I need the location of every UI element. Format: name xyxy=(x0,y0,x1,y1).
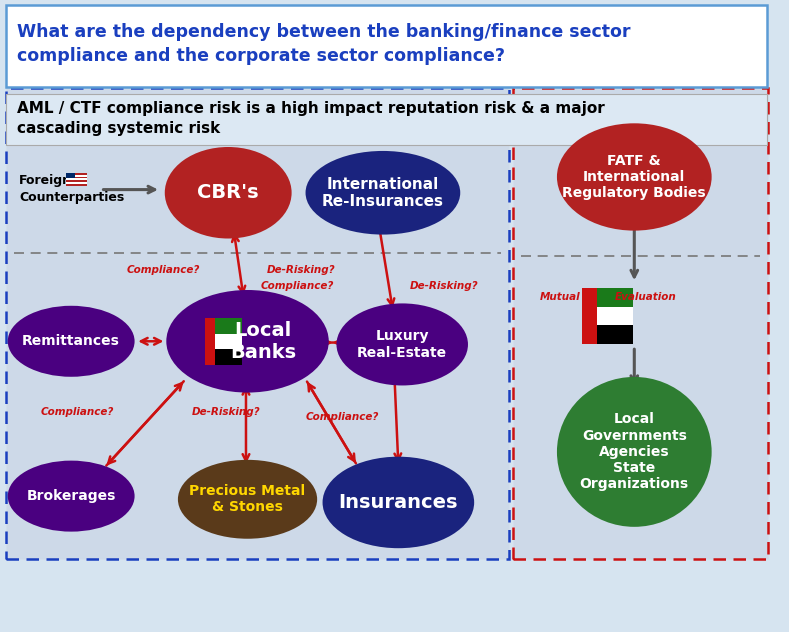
Bar xyxy=(65,174,88,176)
Bar xyxy=(215,349,242,365)
Text: AML / CTF compliance risk is a high impact reputation risk & a major
cascading s: AML / CTF compliance risk is a high impa… xyxy=(17,101,604,137)
Bar xyxy=(65,173,88,186)
Text: Remittances: Remittances xyxy=(22,334,120,348)
Text: Compliance?: Compliance? xyxy=(126,265,200,276)
Ellipse shape xyxy=(305,151,460,234)
Bar xyxy=(215,334,242,349)
Text: Compliance?: Compliance? xyxy=(305,412,379,422)
Bar xyxy=(596,288,633,307)
Text: De-Risking?: De-Risking? xyxy=(267,265,335,276)
Text: FATF &
International
Regulatory Bodies: FATF & International Regulatory Bodies xyxy=(563,154,706,200)
Ellipse shape xyxy=(178,460,317,538)
Text: Local
Governments
Agencies
State
Organizations: Local Governments Agencies State Organiz… xyxy=(580,413,689,491)
Bar xyxy=(65,173,76,178)
FancyBboxPatch shape xyxy=(6,88,509,559)
Text: Brokerages: Brokerages xyxy=(27,489,116,503)
Ellipse shape xyxy=(8,461,135,532)
Text: Counterparties: Counterparties xyxy=(20,191,125,204)
Text: Mutual: Mutual xyxy=(540,292,580,302)
Text: Luxury
Real-Estate: Luxury Real-Estate xyxy=(357,329,447,360)
Text: Compliance?: Compliance? xyxy=(261,281,335,291)
Text: International
Re-Insurances: International Re-Insurances xyxy=(322,176,444,209)
Text: Local
Banks: Local Banks xyxy=(230,321,296,362)
Text: De-Risking?: De-Risking? xyxy=(410,281,479,291)
Text: Foreign: Foreign xyxy=(20,174,73,186)
Text: De-Risking?: De-Risking? xyxy=(192,407,260,417)
Text: Evaluation: Evaluation xyxy=(615,292,677,302)
Ellipse shape xyxy=(557,377,712,527)
Bar xyxy=(596,307,633,325)
Bar xyxy=(596,325,633,344)
Text: What are the dependency between the banking/finance sector
compliance and the co: What are the dependency between the bank… xyxy=(17,23,630,65)
Ellipse shape xyxy=(8,306,135,377)
Ellipse shape xyxy=(165,147,292,238)
Text: CBR's: CBR's xyxy=(197,183,259,202)
Bar xyxy=(65,178,88,181)
Bar xyxy=(205,318,215,365)
Ellipse shape xyxy=(323,457,474,548)
Ellipse shape xyxy=(166,290,329,392)
FancyBboxPatch shape xyxy=(6,5,768,87)
Bar xyxy=(582,288,596,344)
FancyBboxPatch shape xyxy=(6,94,768,145)
Text: Insurances: Insurances xyxy=(338,493,458,512)
Text: Compliance?: Compliance? xyxy=(41,407,114,417)
Ellipse shape xyxy=(557,123,712,231)
Text: Precious Metal
& Stones: Precious Metal & Stones xyxy=(189,484,305,514)
Bar xyxy=(65,183,88,185)
Ellipse shape xyxy=(336,303,468,386)
Bar xyxy=(215,318,242,334)
FancyBboxPatch shape xyxy=(513,88,768,559)
